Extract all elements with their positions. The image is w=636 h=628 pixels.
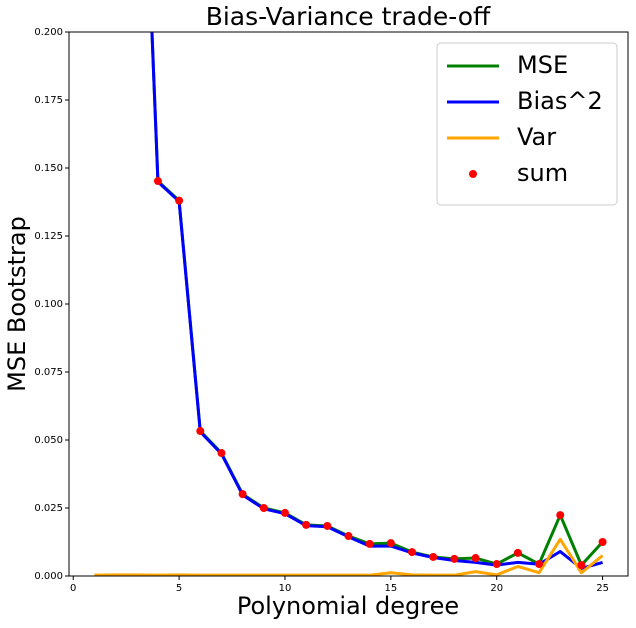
point (429, 552, 438, 561)
plot-frame (68, 31, 629, 577)
x-tick-label: 20 (490, 583, 503, 594)
x-tick-label: 10 (279, 583, 292, 594)
y-tick-label: 0.050 (34, 435, 63, 446)
chart-title: Bias-Variance trade-off (206, 2, 491, 31)
y-axis-label: MSE Bootstrap (3, 216, 31, 392)
y-tick-label: 0.025 (34, 503, 63, 514)
point (556, 511, 565, 520)
y-tick-label: 0.150 (34, 163, 63, 174)
legend-marker (469, 170, 477, 178)
point (175, 196, 184, 205)
point (302, 520, 311, 529)
point (196, 427, 205, 436)
point (513, 548, 522, 557)
point (259, 504, 268, 512)
legend-label: Bias^2 (517, 87, 603, 115)
x-axis-label: Polynomial degree (237, 592, 459, 620)
point (577, 561, 586, 570)
x-tick-label: 0 (70, 583, 76, 594)
point (598, 538, 607, 546)
plot-area (94, 32, 607, 576)
legend-label: Var (517, 123, 556, 151)
point (344, 532, 353, 541)
y-tick-label: 0.200 (34, 27, 63, 38)
point (450, 554, 459, 563)
point (365, 539, 374, 548)
point (323, 521, 332, 530)
point (238, 490, 247, 499)
x-tick-label: 15 (384, 583, 397, 594)
y-tick-label: 0.100 (34, 299, 63, 310)
x-tick-label: 5 (176, 583, 182, 594)
y-tick-label: 0.000 (34, 571, 63, 582)
point (471, 554, 480, 563)
y-tick-label: 0.075 (34, 367, 63, 378)
x-tick-label: 25 (596, 583, 609, 594)
point (153, 177, 162, 186)
point (408, 548, 417, 557)
legend-box (436, 42, 618, 206)
line-series (94, 537, 604, 576)
point (535, 560, 544, 569)
legend-label: sum (517, 159, 568, 187)
y-tick-label: 0.125 (34, 231, 63, 242)
legend-label: MSE (517, 51, 568, 79)
point (280, 508, 289, 517)
point (492, 560, 501, 569)
y-tick-label: 0.175 (34, 95, 63, 106)
point (217, 449, 226, 458)
point (386, 539, 395, 548)
